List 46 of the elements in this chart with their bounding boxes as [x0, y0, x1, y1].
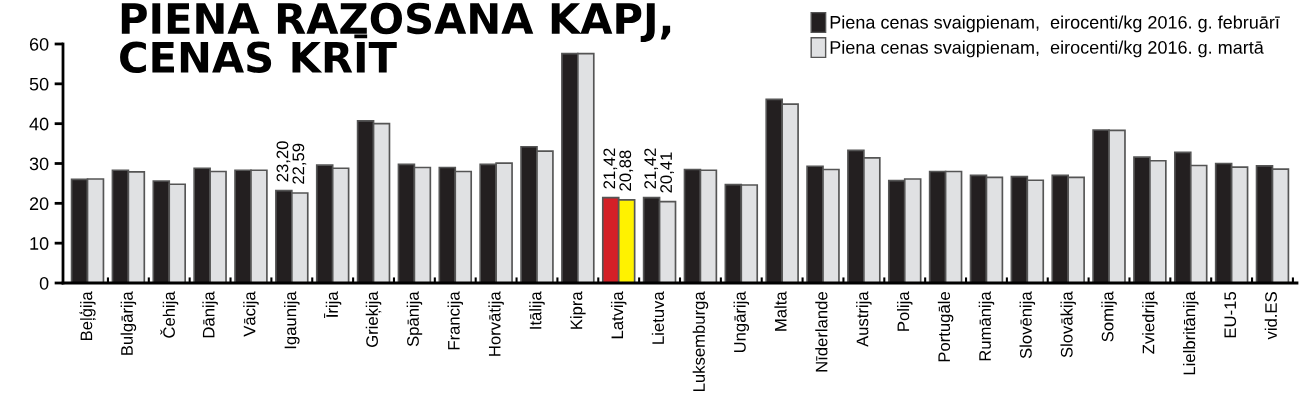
x-tick-label: Francija	[447, 291, 464, 350]
chart-title: PIENA RAZOSANA KAPJ, CENAS KRĪT	[120, 2, 671, 73]
x-tick-label: Īrija	[324, 291, 342, 319]
x-tick-label: Somija	[1101, 291, 1117, 342]
x-tick-label: Malta	[774, 291, 787, 331]
data-label: 20,88	[619, 150, 634, 191]
x-tick-label: Zviedrija	[1142, 291, 1158, 354]
x-tick-label: Lielbritānija	[1182, 291, 1199, 375]
y-tick-label: 20	[29, 197, 49, 211]
data-label: 23,20	[276, 141, 291, 182]
data-label: 20,41	[660, 152, 674, 193]
x-tick-label: Polija	[896, 291, 913, 331]
y-tick-label: 30	[29, 157, 49, 171]
x-tick-label: Spānija	[406, 291, 423, 347]
x-tick-label: Luksemburga	[692, 291, 709, 391]
legend-label: Piena cenas svaigpienam, eirocenti/kg 2016. g. februārī	[830, 15, 1280, 33]
legend-label: Piena cenas svaigpienam, eirocenti/kg 2016. g. martā	[830, 40, 1264, 58]
x-tick-label: Horvātija	[488, 291, 504, 356]
data-label: 21,42	[644, 148, 659, 189]
x-tick-label: Beļģija	[79, 291, 96, 340]
y-tick-label: 10	[30, 237, 49, 250]
x-tick-label: Dānija	[202, 291, 218, 338]
x-tick-label: Itālija	[529, 291, 545, 329]
x-tick-label: Čehija	[160, 291, 179, 338]
x-tick-label: Portugāle	[937, 292, 954, 362]
y-tick-label: 50	[29, 77, 49, 91]
x-tick-label: Latvija	[610, 291, 627, 339]
x-tick-label: EU-15	[1224, 292, 1237, 338]
y-tick-label: 0	[39, 276, 49, 290]
data-label: 22,59	[292, 143, 307, 184]
x-tick-label: Bulgārija	[120, 291, 137, 355]
y-tick-label: 60	[29, 37, 49, 51]
y-tick-label: 40	[29, 117, 49, 131]
x-tick-label: Igaunija	[284, 291, 300, 349]
x-tick-label: Nīderlande	[815, 292, 828, 372]
x-tick-label: Slovākija	[1060, 291, 1076, 358]
x-tick-label: Grieķija	[365, 291, 382, 347]
x-tick-label: Austrija	[856, 291, 872, 347]
x-tick-label: Lietuva	[651, 291, 665, 344]
x-tick-label: Kipra	[570, 291, 586, 329]
x-tick-label: Slovēnija	[1019, 291, 1036, 359]
x-tick-label: Ungārija	[733, 291, 750, 353]
data-label: 21,42	[603, 148, 618, 189]
x-tick-label: Rumānija	[978, 291, 995, 361]
x-tick-label: Vācija	[243, 291, 259, 337]
x-tick-label: vid.ES	[1264, 292, 1277, 340]
